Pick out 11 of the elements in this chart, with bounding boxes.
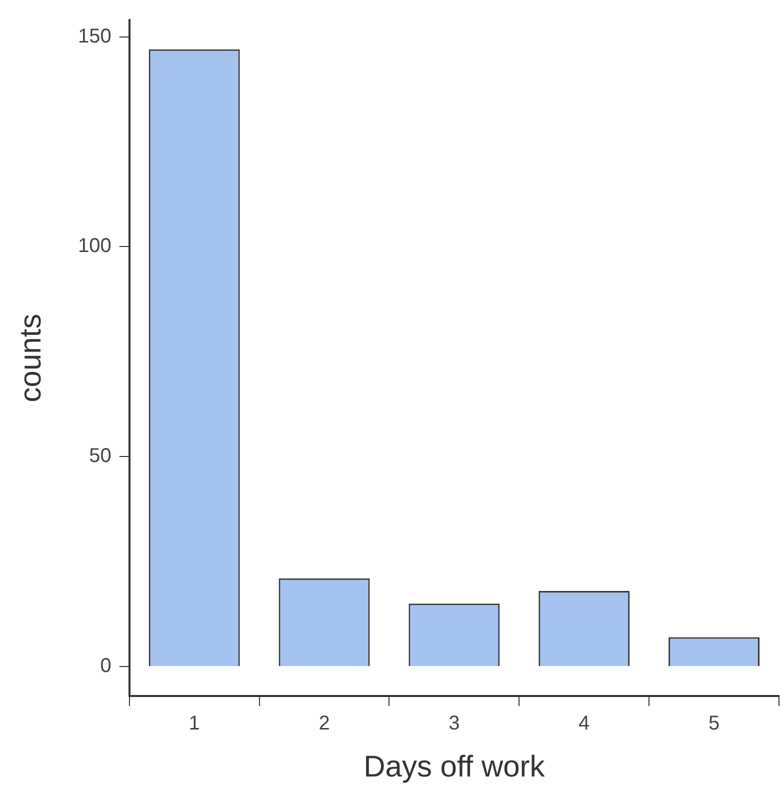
x-tick-label: 1 bbox=[188, 712, 200, 735]
y-axis-title: counts bbox=[14, 314, 48, 402]
x-tick-label: 2 bbox=[318, 712, 330, 735]
y-tick-label: 50 bbox=[89, 445, 112, 468]
x-tick-label: 5 bbox=[708, 712, 720, 735]
y-tick-label: 100 bbox=[78, 235, 112, 258]
x-axis-title: Days off work bbox=[364, 750, 546, 784]
y-tick-label: 150 bbox=[78, 25, 112, 48]
x-tick-label: 3 bbox=[448, 712, 460, 735]
x-tick-label: 4 bbox=[578, 712, 590, 735]
y-tick-label: 0 bbox=[100, 655, 112, 678]
